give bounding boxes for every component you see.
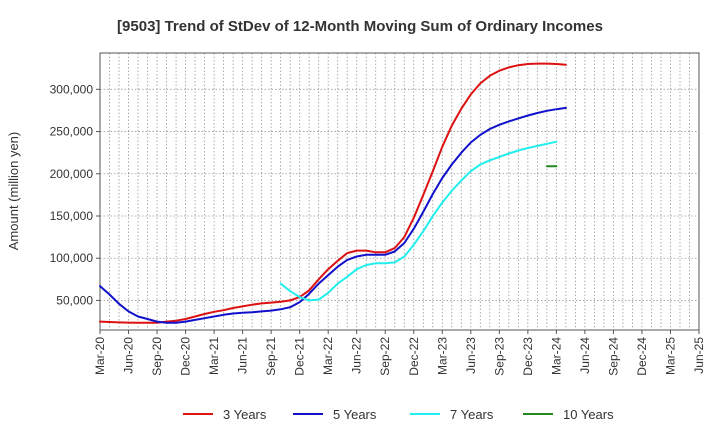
plot-area-frame [99, 52, 700, 331]
x-tick-label: Jun-23 [464, 337, 478, 374]
y-tick-label: 250,000 [50, 125, 94, 139]
x-tick-label: Dec-24 [635, 337, 649, 376]
x-tick-label: Sep-23 [492, 337, 506, 376]
series-line-3-years [99, 62, 567, 324]
series-line-7-years [279, 140, 558, 302]
series-lines [99, 62, 567, 324]
x-tick-label: Dec-22 [407, 337, 421, 376]
series-line-5-years [99, 106, 567, 324]
grid [100, 53, 699, 330]
y-axis: 50,000 100,000 150,000 200,000 250,000 300,00… [50, 82, 100, 307]
x-tick-label: Mar-23 [435, 337, 449, 375]
y-tick-label: 150,000 [50, 209, 94, 223]
x-tick-label: Mar-24 [549, 337, 563, 375]
x-axis: Mar-20 Jun-20 Sep-20 Dec-20 Mar-21 Jun-21 Sep-… [93, 330, 706, 376]
legend-label-10-years: 10 Years [563, 407, 614, 422]
x-tick-label: Dec-23 [521, 337, 535, 376]
y-tick-label: 100,000 [50, 251, 94, 265]
x-tick-label: Jun-20 [122, 337, 136, 374]
y-tick-label: 300,000 [50, 82, 94, 96]
y-tick-label: 200,000 [50, 167, 94, 181]
legend-label-3-years: 3 Years [223, 407, 267, 422]
x-tick-label: Jun-25 [692, 337, 706, 374]
x-tick-label: Dec-20 [179, 337, 193, 376]
x-tick-label: Sep-24 [606, 337, 620, 376]
legend-label-5-years: 5 Years [333, 407, 377, 422]
x-tick-label: Jun-21 [236, 337, 250, 374]
x-tick-label: Mar-22 [321, 337, 335, 375]
x-tick-label: Sep-21 [264, 337, 278, 376]
chart-title: [9503] Trend of StDev of 12-Month Moving… [117, 18, 603, 35]
x-tick-label: Dec-21 [293, 337, 307, 376]
x-tick-label: Sep-20 [150, 337, 164, 376]
x-tick-label: Sep-22 [378, 337, 392, 376]
y-axis-label: Amount (million yen) [6, 132, 21, 251]
x-tick-label: Mar-21 [207, 337, 221, 375]
x-tick-label: Jun-24 [578, 337, 592, 374]
x-tick-label: Mar-25 [663, 337, 677, 375]
legend-label-7-years: 7 Years [450, 407, 494, 422]
y-tick-label: 50,000 [56, 293, 93, 307]
x-tick-label: Mar-20 [93, 337, 107, 375]
x-tick-label: Jun-22 [350, 337, 364, 374]
legend: 3 Years 5 Years 7 Years 10 Years [183, 407, 614, 422]
